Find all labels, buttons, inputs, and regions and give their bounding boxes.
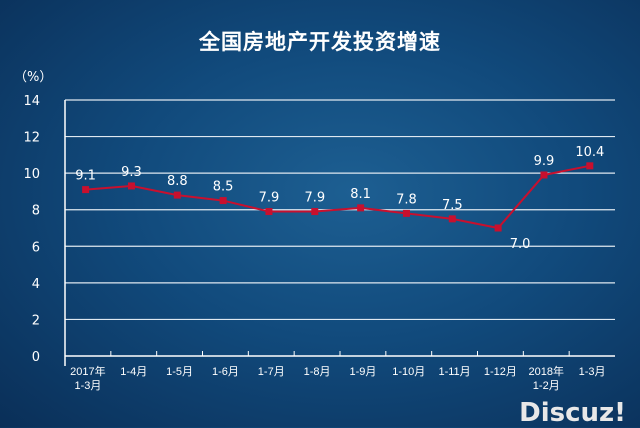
y-tick-label: 8 <box>32 204 40 219</box>
data-label: 9.1 <box>75 169 96 184</box>
data-label: 9.3 <box>121 165 142 180</box>
x-tick-label: 1-4月 <box>120 366 147 378</box>
data-label: 8.8 <box>167 174 188 189</box>
y-axis-label: （%） <box>14 70 53 85</box>
data-point <box>219 197 227 205</box>
y-tick-label: 12 <box>23 131 40 146</box>
x-tick-label: 1-8月 <box>304 366 331 378</box>
data-point <box>494 224 502 232</box>
x-tick-label: 2018年 1-2月 <box>529 364 564 392</box>
data-point <box>127 182 135 190</box>
data-label: 7.8 <box>396 192 417 207</box>
x-tick-label: 2017年 1-3月 <box>70 364 105 392</box>
data-point <box>173 191 181 199</box>
x-tick-label: 1-10月 <box>392 366 425 378</box>
data-point <box>540 171 548 179</box>
y-tick-label: 0 <box>32 350 40 365</box>
y-tick-label: 4 <box>32 277 40 292</box>
data-label: 10.4 <box>575 145 604 160</box>
x-tick-label: 1-11月 <box>438 366 470 378</box>
data-point <box>357 204 365 212</box>
data-label: 7.9 <box>304 191 325 206</box>
data-point <box>82 186 90 194</box>
series-line <box>85 164 590 230</box>
data-label: 7.9 <box>259 191 280 206</box>
data-label: 8.1 <box>350 187 371 202</box>
x-tick-label: 1-12月 <box>484 366 517 378</box>
data-label: 8.5 <box>213 180 234 195</box>
data-point <box>448 215 456 223</box>
data-point <box>586 162 594 170</box>
y-tick-label: 6 <box>32 240 40 255</box>
x-tick-label: 1-9月 <box>349 366 376 378</box>
y-tick-label: 10 <box>23 167 40 182</box>
y-tick-label: 2 <box>32 313 40 328</box>
data-label: 9.9 <box>534 154 555 169</box>
x-tick-label: 1-7月 <box>258 366 285 378</box>
data-point <box>402 209 410 217</box>
data-label: 7.0 <box>510 237 531 252</box>
watermark: Discuz! <box>519 398 626 428</box>
x-tick-label: 1-3月 <box>579 366 606 378</box>
chart-title: 全国房地产开发投资增速 <box>199 30 441 54</box>
x-tick-label: 1-6月 <box>212 366 239 378</box>
data-point <box>265 208 273 216</box>
x-tick-label: 1-5月 <box>166 366 193 378</box>
y-tick-label: 14 <box>23 94 40 109</box>
data-point <box>311 208 319 216</box>
data-label: 7.5 <box>442 198 463 213</box>
